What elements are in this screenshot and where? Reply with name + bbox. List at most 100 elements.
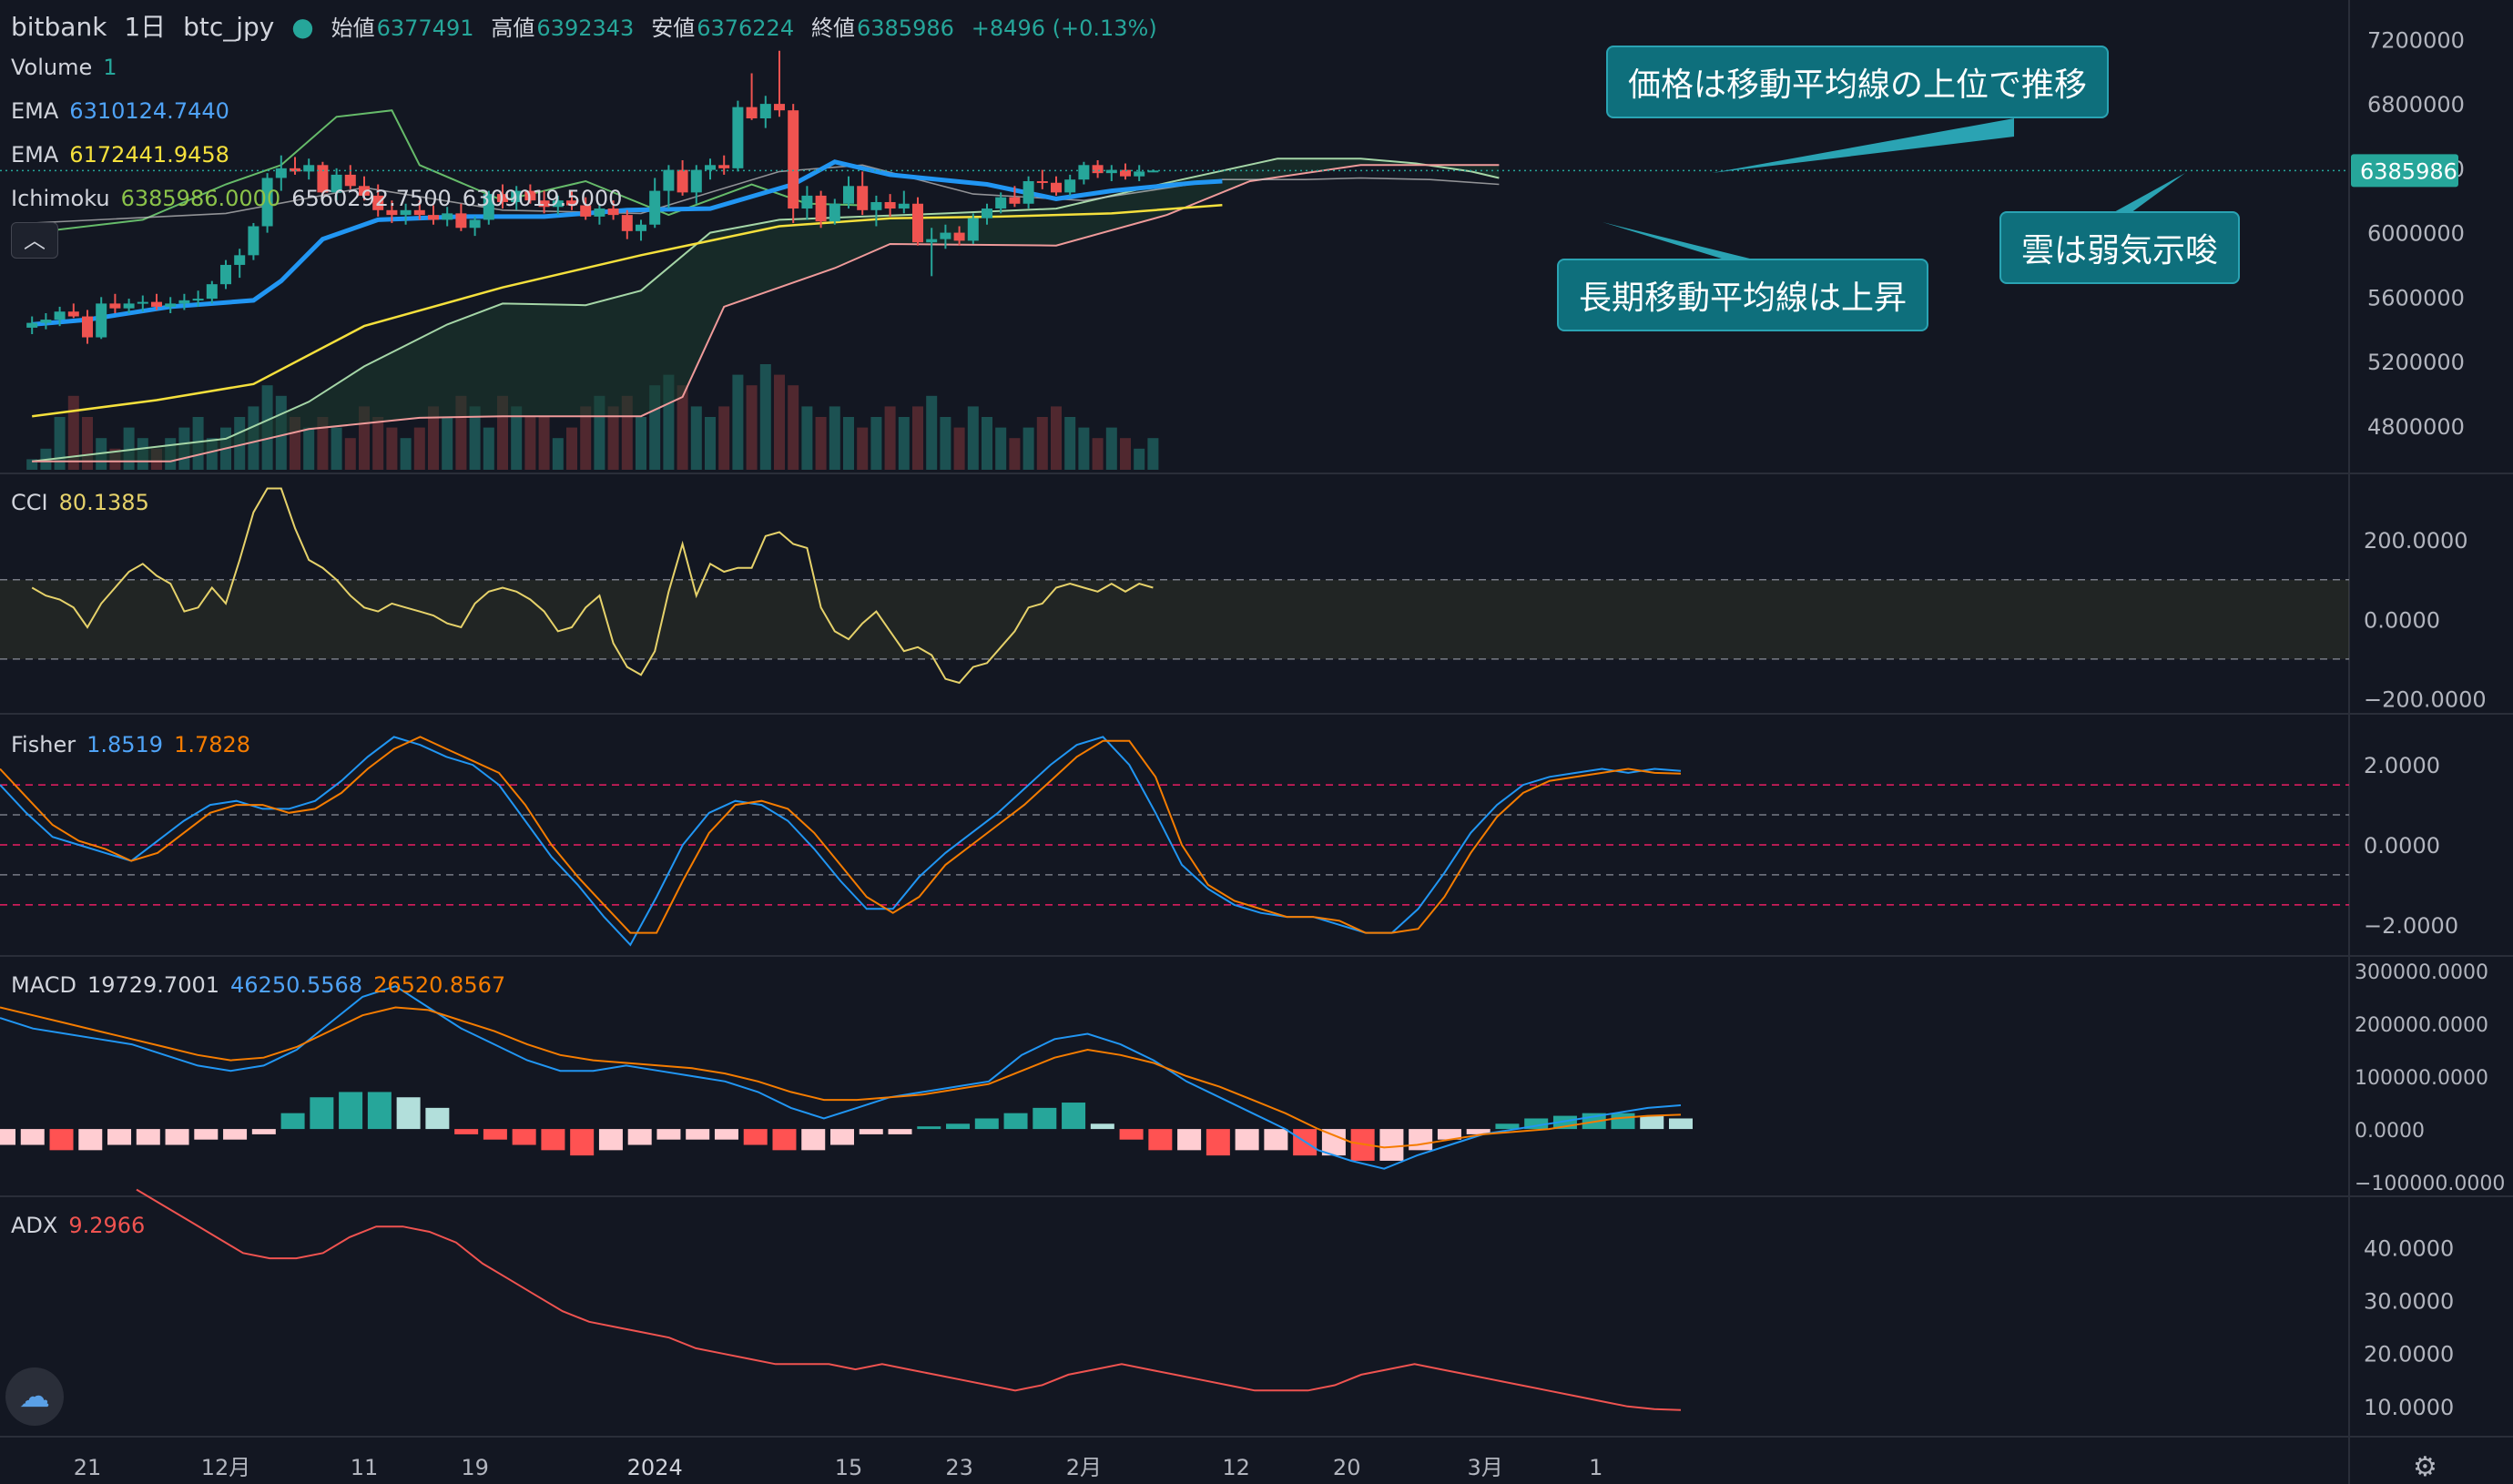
price-tick-label: 6000000 <box>2367 221 2465 247</box>
callout-pointer <box>1712 118 2014 173</box>
volume-bar <box>829 406 840 470</box>
ema-fast-legend[interactable]: EMA 6310124.7440 <box>11 98 240 124</box>
volume-bar <box>386 427 398 470</box>
volume-bar <box>815 417 827 470</box>
candle-body <box>372 195 384 210</box>
macd-legend[interactable]: MACD 19729.7001 46250.5568 26520.8567 <box>11 972 516 998</box>
candle-body <box>400 209 412 216</box>
volume-bar <box>67 395 79 470</box>
candle-body <box>137 301 148 304</box>
volume-bar <box>1147 438 1159 470</box>
macd-histogram-bar <box>570 1129 595 1156</box>
candle-body <box>261 178 273 227</box>
ichimoku-value-3: 6309019.5000 <box>462 186 623 211</box>
volume-bar <box>566 427 577 470</box>
x-axis-tick-label: 15 <box>835 1455 863 1480</box>
ema-fast-line <box>31 159 1223 327</box>
x-axis-tick-label: 20 <box>1333 1455 1361 1480</box>
candle-body <box>857 186 869 210</box>
candle-body <box>774 104 785 111</box>
candle-body <box>940 232 951 239</box>
volume-bar <box>690 406 702 470</box>
candle-body <box>1092 165 1104 174</box>
volume-bar <box>953 427 965 470</box>
macd-histogram-bar <box>1206 1129 1230 1156</box>
exchange-name[interactable]: bitbank <box>11 12 107 42</box>
tradingview-logo-icon[interactable]: ☁ <box>5 1367 64 1426</box>
cci-line <box>31 487 1154 685</box>
open-value: 6377491 <box>376 15 474 41</box>
macd-histogram-bar <box>859 1129 883 1134</box>
volume-bar <box>677 385 688 470</box>
candle-body <box>1064 179 1076 193</box>
x-axis-tick-label: 23 <box>945 1455 973 1480</box>
volume-legend[interactable]: Volume 1 <box>11 55 128 80</box>
price-tick-label: 5200000 <box>2367 350 2465 375</box>
volume-bar <box>317 417 329 470</box>
ichimoku-lagging-line <box>32 109 863 234</box>
macd-histogram-bar <box>1062 1103 1086 1130</box>
macd-histogram-bar <box>136 1129 160 1145</box>
ichimoku-legend[interactable]: Ichimoku 6385986.0000 6560292.7500 6309019.… <box>11 186 633 211</box>
candle-body <box>511 190 523 202</box>
macd-histogram-bar <box>1437 1129 1461 1140</box>
candle-body <box>843 186 854 204</box>
macd-tick-label: 200000.0000 <box>2355 1014 2488 1037</box>
volume-bar <box>1022 427 1034 470</box>
candle-body <box>386 209 398 216</box>
candle-body <box>67 311 79 317</box>
candle-body <box>580 205 592 217</box>
fisher-name: Fisher <box>11 732 76 757</box>
candle-body <box>718 165 730 168</box>
ema-slow-line <box>32 203 1223 418</box>
candle-body <box>1051 182 1062 193</box>
volume-bar <box>538 417 550 470</box>
interval[interactable]: 1日 <box>124 12 167 42</box>
callout-pointer <box>2112 173 2185 213</box>
candle-body <box>40 320 52 323</box>
candle-body <box>649 190 661 225</box>
macd-histogram-bar <box>598 1129 623 1151</box>
low-value: 6376224 <box>697 15 795 41</box>
adx-value: 9.2966 <box>68 1213 146 1238</box>
candle-body <box>220 264 231 285</box>
callout-pointer <box>1602 222 1757 269</box>
cci-name: CCI <box>11 490 48 515</box>
callout-price-above-ma: 価格は移動平均線の上位で推移 <box>1606 46 2110 118</box>
fisher-trigger-line <box>0 736 1682 934</box>
fisher-tick-label: 0.0000 <box>2364 833 2440 859</box>
volume-value: 1 <box>103 55 117 80</box>
macd-histogram-bar <box>1235 1129 1259 1151</box>
adx-line <box>136 1188 1682 1411</box>
macd-histogram-bar <box>310 1097 334 1130</box>
cci-legend[interactable]: CCI 80.1385 <box>11 490 160 515</box>
macd-histogram-bar <box>1640 1115 1664 1130</box>
macd-histogram-bar <box>0 1129 15 1145</box>
symbol-name[interactable]: btc_jpy <box>183 12 275 42</box>
price-tick-label: 6800000 <box>2367 92 2465 117</box>
candle-body <box>621 215 633 231</box>
chevron-up-icon[interactable]: ︿ <box>11 222 58 259</box>
volume-bar <box>788 385 799 470</box>
volume-bar <box>1078 427 1090 470</box>
candle-body <box>303 165 315 172</box>
ema-slow-legend[interactable]: EMA 6172441.9458 <box>11 142 240 168</box>
volume-bar <box>759 364 771 470</box>
volume-bar <box>898 417 910 470</box>
volume-bar <box>400 438 412 470</box>
candle-body <box>524 190 536 201</box>
candle-body <box>413 209 425 216</box>
high-value: 6392343 <box>536 15 635 41</box>
cci-band <box>0 579 2349 659</box>
volume-bar <box>511 406 523 470</box>
fisher-legend[interactable]: Fisher 1.8519 1.7828 <box>11 732 261 757</box>
volume-bar <box>1092 438 1104 470</box>
candle-body <box>428 215 439 220</box>
gear-icon[interactable]: ⚙ <box>2413 1451 2437 1483</box>
candle-body <box>359 186 370 196</box>
candle-body <box>178 300 190 304</box>
volume-bar <box>940 417 951 470</box>
macd-histogram-bar <box>425 1107 450 1130</box>
adx-legend[interactable]: ADX 9.2966 <box>11 1213 156 1238</box>
